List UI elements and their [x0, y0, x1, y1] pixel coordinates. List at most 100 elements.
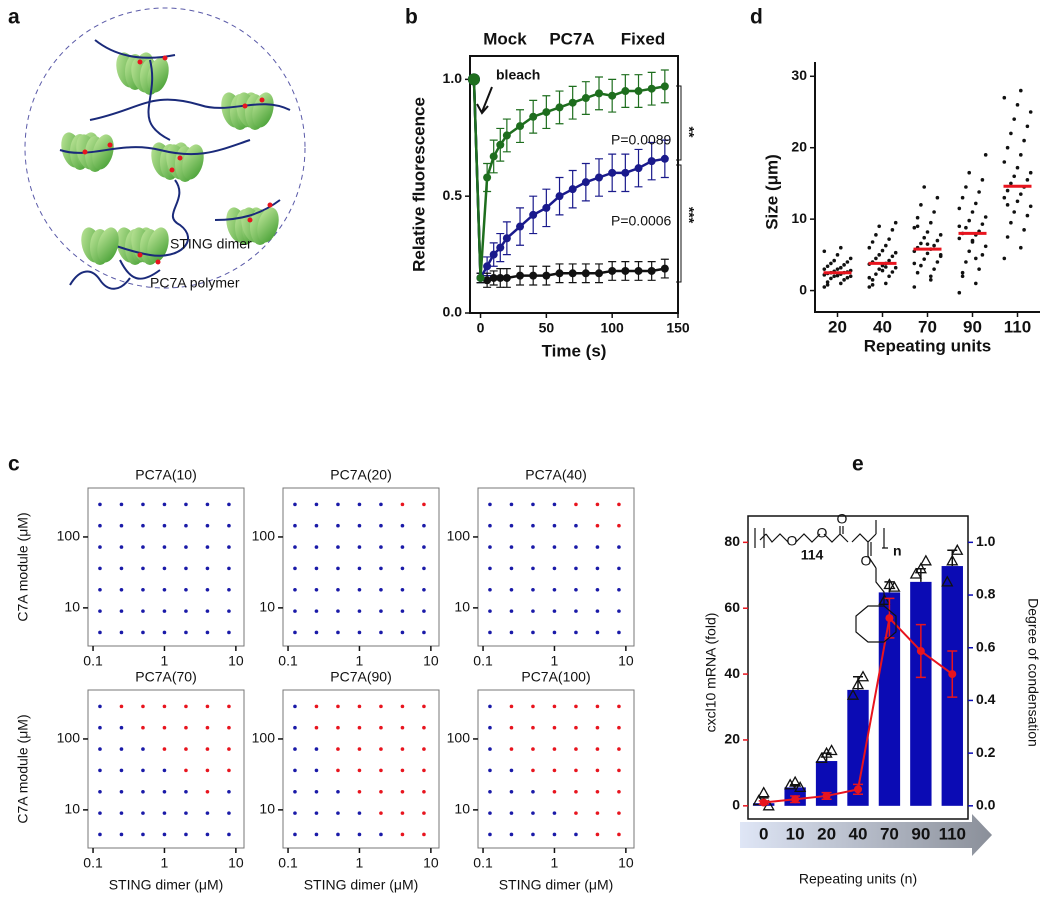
data-point: [184, 704, 188, 709]
legend-label: Fixed: [621, 29, 665, 48]
data-point: [422, 587, 426, 592]
data-point: [531, 630, 535, 635]
data-point: [634, 266, 643, 275]
replicate-point: [757, 786, 770, 798]
data-point: [964, 185, 968, 189]
data-point: [1009, 181, 1013, 186]
panel-label: b: [405, 6, 418, 29]
data-point: [98, 704, 102, 709]
data-point: [119, 502, 124, 507]
data-point: [488, 609, 492, 613]
data-point: [822, 249, 827, 254]
data-point: [595, 566, 600, 571]
data-point: [574, 630, 578, 635]
data-point: [119, 811, 124, 815]
data-point: [617, 832, 621, 837]
data-point: [184, 502, 188, 507]
data-point: [205, 832, 210, 837]
data-point: [400, 630, 405, 635]
x-tick-label: 40: [849, 824, 868, 843]
y-tick-label: 0: [799, 281, 807, 297]
data-point: [839, 281, 843, 286]
data-point: [379, 725, 383, 730]
significance-bracket: [676, 85, 682, 283]
data-point: [568, 98, 577, 107]
data-point: [608, 266, 617, 275]
data-point: [98, 832, 102, 837]
data-point: [336, 523, 340, 528]
data-point: [357, 630, 362, 635]
data-point: [400, 768, 405, 773]
bar: [910, 581, 932, 806]
data-point: [574, 523, 578, 528]
data-point: [162, 811, 167, 815]
data-point: [141, 566, 145, 571]
plot-frame: [282, 487, 440, 647]
data-point: [162, 630, 167, 635]
data-point: [845, 260, 850, 264]
bleach-arrow: [476, 86, 493, 115]
data-point: [552, 747, 557, 751]
data-point: [509, 789, 514, 794]
data-point: [980, 178, 985, 182]
x-tick-label: 150: [666, 320, 690, 336]
data-point: [509, 630, 514, 635]
y-tick-label: 40: [724, 665, 740, 681]
data-point: [516, 122, 525, 131]
replicate-point: [888, 580, 901, 592]
data-point: [227, 502, 231, 507]
x-axis-arrow: [740, 814, 992, 856]
data-point: [574, 832, 578, 837]
structure-atom: O: [787, 533, 798, 549]
replicate-point: [883, 578, 896, 590]
data-point: [184, 587, 188, 592]
x-tick-label: 90: [911, 824, 930, 843]
y-tick-label: 100: [57, 730, 81, 746]
data-point: [488, 704, 492, 709]
data-point: [822, 285, 827, 289]
y-tick-label: 10: [64, 599, 80, 615]
y-tick-label: 1.0: [443, 70, 463, 86]
data-point: [141, 811, 145, 815]
data-point: [400, 747, 405, 751]
data-point: [227, 545, 231, 549]
data-point: [647, 266, 656, 275]
data-point: [531, 587, 535, 592]
data-point: [595, 747, 600, 751]
data-point: [357, 609, 362, 613]
data-point: [400, 587, 405, 592]
data-point: [617, 609, 621, 613]
annotation: P=0.0089: [611, 132, 672, 148]
data-point: [759, 798, 768, 807]
data-point: [141, 768, 145, 773]
data-point: [929, 220, 933, 225]
data-point: [467, 73, 480, 86]
data-point: [379, 566, 383, 571]
data-point: [336, 789, 340, 794]
data-point: [509, 545, 514, 549]
data-point: [552, 811, 557, 815]
data-point: [829, 261, 833, 266]
data-point: [1012, 174, 1016, 179]
data-point: [205, 789, 210, 794]
data-point: [141, 789, 145, 794]
data-point: [336, 587, 340, 592]
data-point: [1022, 138, 1026, 143]
x-tick-label: 1: [551, 653, 559, 669]
data-point: [555, 192, 564, 201]
data-point: [617, 704, 621, 709]
data-point: [870, 283, 875, 287]
data-point: [932, 243, 936, 248]
data-point: [184, 566, 188, 571]
data-point: [488, 832, 492, 837]
data-point: [205, 502, 210, 507]
axis-title: Repeating units: [864, 336, 992, 355]
data-point: [488, 725, 492, 730]
data-point: [162, 587, 167, 592]
data-point: [890, 254, 895, 259]
data-point: [581, 269, 590, 278]
data-point: [400, 832, 405, 837]
data-point: [509, 811, 514, 815]
data-point: [98, 630, 102, 635]
data-point: [884, 281, 888, 286]
